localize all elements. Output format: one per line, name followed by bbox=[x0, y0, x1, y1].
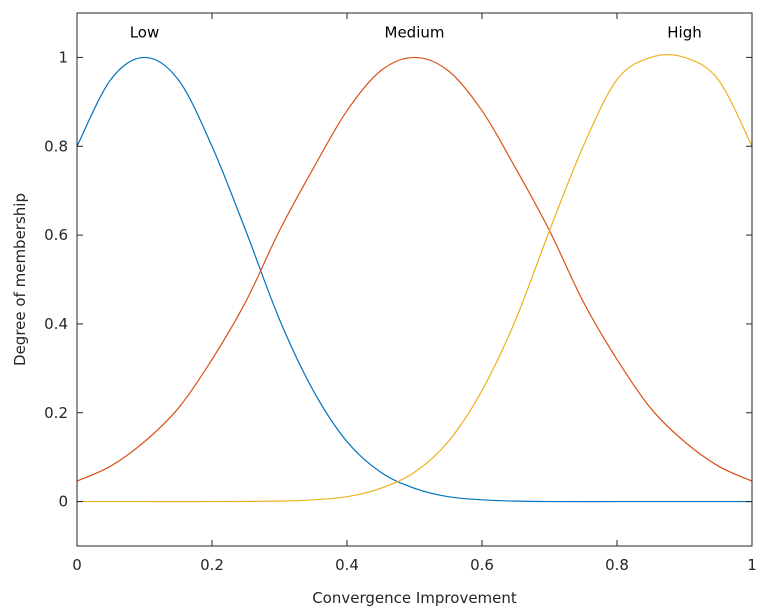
y-tick-label: 0 bbox=[58, 493, 68, 511]
x-axis-label: Convergence Improvement bbox=[312, 589, 517, 607]
y-tick-label: 0.4 bbox=[44, 315, 68, 333]
y-tick-label: 0.8 bbox=[44, 137, 68, 155]
x-tick-label: 0 bbox=[72, 556, 82, 574]
plot-background bbox=[77, 13, 752, 546]
x-tick-label: 0.2 bbox=[200, 556, 224, 574]
y-axis-ticks: 0 0.2 0.4 0.6 0.8 1 bbox=[44, 48, 752, 511]
annotation-high: High bbox=[667, 23, 701, 41]
series-line-high bbox=[77, 54, 753, 503]
series-annotations: Low Medium High bbox=[130, 23, 702, 41]
series-curves bbox=[76, 54, 753, 503]
series-line-medium bbox=[76, 56, 753, 482]
x-tick-label: 0.4 bbox=[335, 556, 359, 574]
y-axis-label: Degree of membership bbox=[11, 193, 29, 366]
annotation-low: Low bbox=[130, 23, 160, 41]
y-tick-label: 0.6 bbox=[44, 226, 68, 244]
y-tick-label: 0.2 bbox=[44, 404, 68, 422]
x-tick-label: 0.8 bbox=[605, 556, 629, 574]
annotation-medium: Medium bbox=[385, 23, 445, 41]
series-line-low bbox=[76, 56, 752, 503]
y-tick-label: 1 bbox=[58, 48, 68, 66]
x-axis-ticks: 0 0.2 0.4 0.6 0.8 1 bbox=[72, 13, 757, 574]
x-tick-label: 1 bbox=[747, 556, 757, 574]
x-tick-label: 0.6 bbox=[470, 556, 494, 574]
axes-box bbox=[76, 12, 753, 547]
